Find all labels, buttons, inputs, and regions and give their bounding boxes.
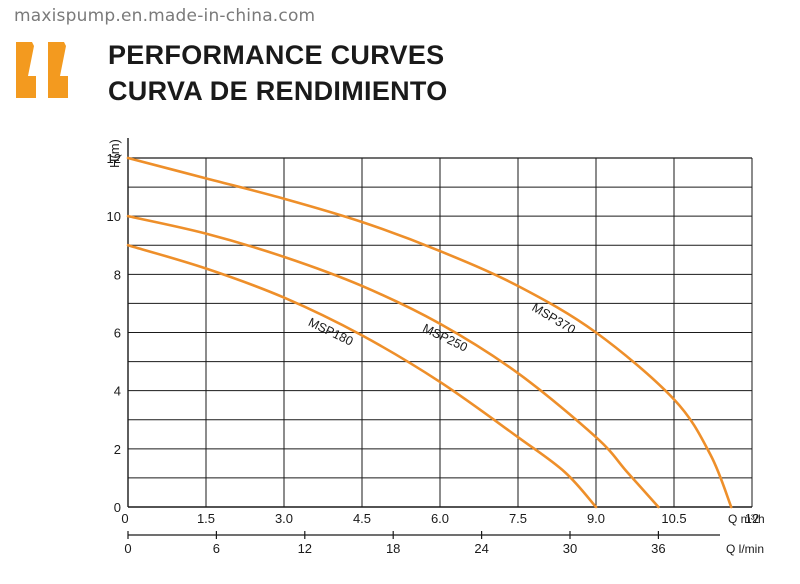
- y-tick-label: 0: [114, 500, 121, 515]
- x-tick-label: 6.0: [431, 511, 449, 526]
- x-tick-label: 4.5: [353, 511, 371, 526]
- x2-tick-label: 0: [124, 541, 131, 556]
- orange-quote-icon: [16, 42, 68, 98]
- x2-tick-label: 12: [298, 541, 312, 556]
- x-tick-label: 0: [121, 511, 128, 526]
- y-tick-label: 4: [114, 384, 121, 399]
- x-tick-label: 3.0: [275, 511, 293, 526]
- chart-title-spanish: CURVA DE RENDIMIENTO: [108, 76, 448, 106]
- x-axis-label: Q m³/h: [728, 512, 765, 526]
- x-tick-label: 1.5: [197, 511, 215, 526]
- x2-tick-label: 18: [386, 541, 400, 556]
- curve-msp250: [126, 214, 660, 509]
- y-axis-label: H(m): [107, 139, 122, 168]
- x-tick-label: 10.5: [661, 511, 686, 526]
- watermark-text: maxispump.en.made-in-china.com: [14, 6, 316, 26]
- y-tick-label: 8: [114, 267, 121, 282]
- x-tick-label: 12: [745, 511, 759, 526]
- curve-msp180: [126, 243, 598, 509]
- y-tick-label: 6: [114, 326, 121, 341]
- y-tick-label: 12: [107, 151, 121, 166]
- chart-title-english: PERFORMANCE CURVES: [108, 40, 445, 70]
- x2-tick-label: 24: [474, 541, 488, 556]
- y-tick-label: 10: [107, 209, 121, 224]
- x-tick-label: 7.5: [509, 511, 527, 526]
- x2-tick-label: 36: [651, 541, 665, 556]
- x2-tick-label: 6: [213, 541, 220, 556]
- x2-axis-label: Q l/min: [726, 542, 764, 556]
- curve-msp370: [126, 156, 733, 509]
- grid-layer: [127, 138, 753, 508]
- x-tick-label: 9.0: [587, 511, 605, 526]
- x2-tick-label: 30: [563, 541, 577, 556]
- y-tick-label: 2: [114, 442, 121, 457]
